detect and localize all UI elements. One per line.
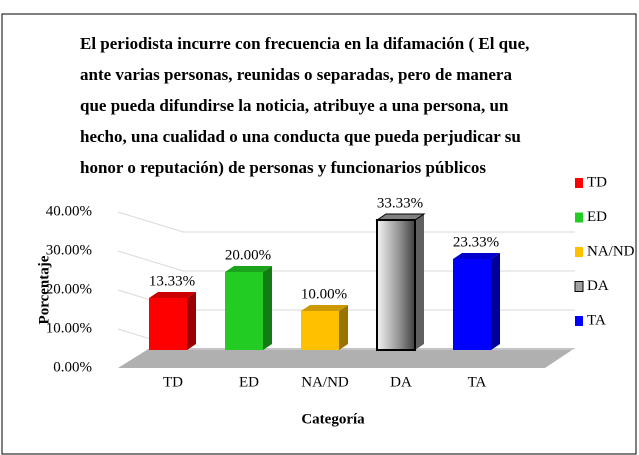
bar <box>225 272 263 350</box>
bar-top <box>301 305 348 311</box>
bar <box>149 298 187 350</box>
y-axis-label: Porcentaje <box>36 255 52 324</box>
legend-label: NA/ND <box>587 243 635 259</box>
x-tick-label: DA <box>390 374 412 390</box>
value-label: 13.33% <box>149 273 195 289</box>
grid-line <box>117 250 575 272</box>
grid-line <box>117 211 575 233</box>
y-tick-label: 30.00% <box>46 242 92 258</box>
chart-title: que pueda difundirse la noticia, atribuy… <box>80 96 509 115</box>
x-tick-label: ED <box>239 374 259 390</box>
x-tick-label: NA/ND <box>301 374 349 390</box>
bar <box>376 219 416 351</box>
bar-top <box>149 292 196 299</box>
x-tick-label: TD <box>163 374 183 390</box>
value-label: 23.33% <box>453 234 499 250</box>
bar-side <box>263 266 272 350</box>
value-label: 20.00% <box>225 247 271 263</box>
bar <box>453 259 491 350</box>
chart-title: ante varias personas, reunidas o separad… <box>80 65 512 84</box>
y-tick-label: 20.00% <box>46 281 92 297</box>
bar <box>301 311 339 350</box>
legend-label: DA <box>587 278 609 294</box>
bar-side <box>415 214 424 350</box>
bar-side <box>491 253 500 350</box>
legend-swatch <box>575 212 583 223</box>
legend-swatch <box>575 316 583 326</box>
bar-side <box>339 305 348 350</box>
legend-label: ED <box>587 209 607 225</box>
chart-title: honor o reputación) de personas y funcio… <box>80 158 486 177</box>
y-tick-label: 40.00% <box>46 203 92 219</box>
bar-top <box>225 266 272 272</box>
x-axis-label: Categoría <box>301 411 365 427</box>
value-label: 33.33% <box>377 195 423 211</box>
legend-swatch <box>574 281 584 292</box>
chart-title: El periodista incurre con frecuencia en … <box>80 34 529 53</box>
floor <box>118 348 575 368</box>
legend-swatch <box>575 178 583 188</box>
legend-label: TA <box>587 312 606 328</box>
x-tick-label: TA <box>468 374 487 390</box>
chart-title: hecho, una cualidad o una conducta que p… <box>80 127 521 146</box>
legend-swatch <box>575 247 583 257</box>
bar-top <box>453 253 500 260</box>
legend-label: TD <box>587 174 607 190</box>
bar-side <box>187 292 196 350</box>
chart-frame <box>1 13 637 455</box>
value-label: 10.00% <box>301 286 347 302</box>
y-tick-label: 10.00% <box>46 320 92 336</box>
y-tick-label: 0.00% <box>53 359 92 375</box>
